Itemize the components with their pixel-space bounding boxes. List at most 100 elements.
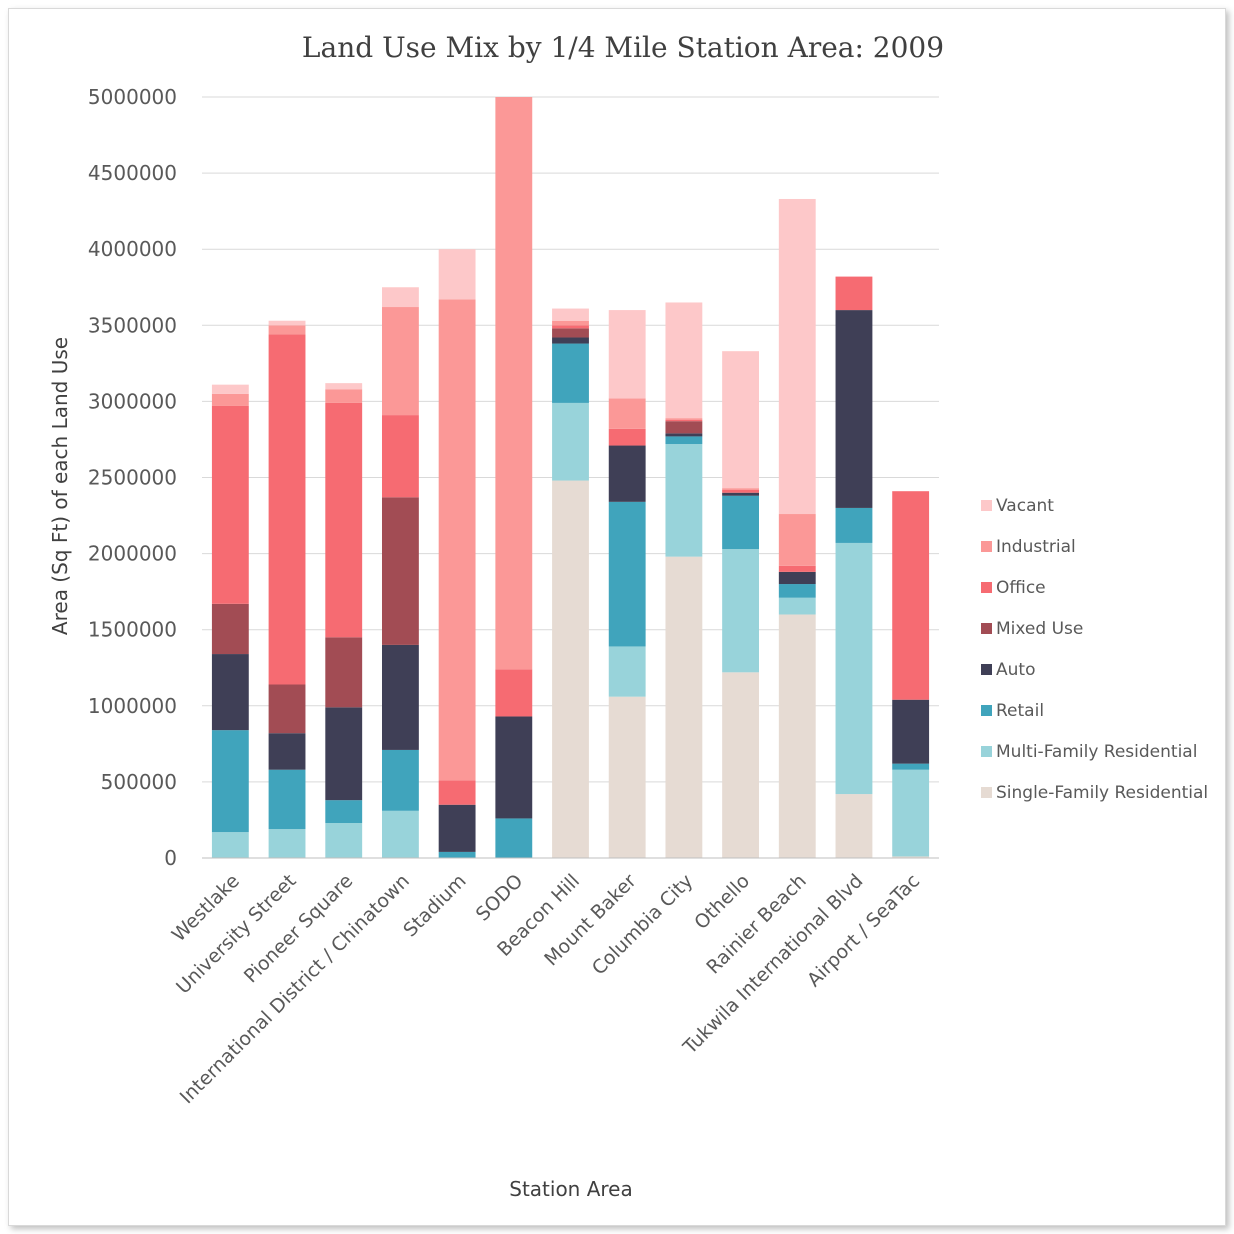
bars <box>211 97 930 858</box>
y-tick-label: 1000000 <box>88 694 177 718</box>
bar-segment <box>211 832 249 858</box>
bar-segment <box>325 383 363 390</box>
bar-segment <box>211 405 249 604</box>
legend-label: Multi-Family Residential <box>996 742 1197 762</box>
bar-segment <box>211 384 249 394</box>
bar-segment <box>665 436 703 445</box>
bar-segment <box>722 492 760 496</box>
bar-segment <box>381 415 419 498</box>
bar-segment <box>778 571 816 585</box>
stacked-bar-chart: Land Use Mix by 1/4 Mile Station Area: 2… <box>48 31 1208 1201</box>
bar-segment <box>552 308 589 321</box>
bar-segment <box>892 699 930 764</box>
bar-segment <box>211 393 249 406</box>
legend-label: Mixed Use <box>996 619 1083 639</box>
legend-swatch <box>981 787 992 798</box>
bar-segment <box>211 603 249 655</box>
bar-segment <box>495 669 533 717</box>
bar-segment <box>835 542 873 795</box>
y-tick-label: 5000000 <box>88 85 177 109</box>
legend: Vacant Industrial Office Mixed Use Auto Retai… <box>981 496 1208 803</box>
bar-segment <box>608 428 646 446</box>
bar-segment <box>552 480 589 858</box>
bar-segment <box>722 549 760 673</box>
bar-segment <box>325 800 363 823</box>
bar-segment <box>665 444 703 557</box>
y-tick-label: 0 <box>164 846 177 870</box>
bar-segment <box>835 794 873 858</box>
bar-segment <box>268 733 306 770</box>
bar-segment <box>552 343 589 403</box>
bar-segment <box>665 419 703 422</box>
legend-label: Office <box>996 578 1046 598</box>
y-tick-label: 3500000 <box>88 313 177 337</box>
bar-segment <box>381 810 419 858</box>
bar-segment <box>778 584 816 598</box>
bar-segment <box>608 501 646 647</box>
bar-segment <box>665 433 703 437</box>
bar-segment <box>325 402 363 638</box>
bar-segment <box>722 488 760 490</box>
bar-segment <box>608 696 646 858</box>
bar-segment <box>892 491 930 700</box>
y-tick-label: 3000000 <box>88 389 177 413</box>
bar-segment <box>381 644 419 750</box>
bar-segment <box>438 804 476 852</box>
bar-segment <box>778 597 816 615</box>
bar-segment <box>892 856 930 858</box>
chart-frame: Land Use Mix by 1/4 Mile Station Area: 2… <box>8 8 1226 1226</box>
bar-segment <box>268 334 306 685</box>
legend-swatch <box>981 582 992 593</box>
legend-label: Retail <box>996 701 1044 721</box>
bar-segment <box>892 769 930 857</box>
y-axis-title: Area (Sq Ft) of each Land Use <box>48 337 72 635</box>
legend-label: Single-Family Residential <box>996 783 1208 803</box>
bar-segment <box>608 445 646 502</box>
bar-segment <box>211 654 249 731</box>
bar-segment <box>495 716 533 819</box>
bar-segment <box>438 851 476 858</box>
bar-segment <box>268 829 306 858</box>
bar-segment <box>325 389 363 403</box>
legend-swatch <box>981 500 992 511</box>
y-tick-label: 500000 <box>101 770 177 794</box>
bar-segment <box>552 320 589 326</box>
chart-title: Land Use Mix by 1/4 Mile Station Area: 2… <box>302 31 944 64</box>
legend-label: Auto <box>996 660 1035 680</box>
x-tick-label: SODO <box>472 870 528 926</box>
bar-segment <box>268 684 306 734</box>
legend-swatch <box>981 746 992 757</box>
legend-swatch <box>981 664 992 675</box>
bar-segment <box>835 507 873 543</box>
bar-segment <box>665 302 703 419</box>
bar-segment <box>722 489 760 493</box>
bar-segment <box>835 310 873 508</box>
bar-segment <box>381 307 419 416</box>
bar-segment <box>552 337 589 344</box>
legend-swatch <box>981 623 992 634</box>
legend-swatch <box>981 541 992 552</box>
bar-segment <box>495 97 533 670</box>
x-axis-title: Station Area <box>509 1177 633 1201</box>
x-tick-label: Stadium <box>399 870 470 941</box>
bar-segment <box>665 556 703 858</box>
bar-segment <box>325 707 363 801</box>
bar-segment <box>722 495 760 550</box>
x-tick-label: Rainier Beach <box>702 870 810 978</box>
bar-segment <box>268 320 306 326</box>
bar-segment <box>268 769 306 830</box>
bar-segment <box>552 328 589 338</box>
y-tick-label: 4000000 <box>88 237 177 261</box>
y-axis-ticks: 0 500000 1000000 1500000 2000000 2500000 30000… <box>88 85 177 870</box>
bar-segment <box>381 497 419 645</box>
bar-segment <box>608 398 646 429</box>
bar-segment <box>892 763 930 770</box>
bar-segment <box>268 325 306 335</box>
y-tick-label: 1500000 <box>88 618 177 642</box>
bar-segment <box>495 818 533 858</box>
bar-segment <box>325 637 363 708</box>
bar-segment <box>438 780 476 805</box>
bar-segment <box>325 822 363 858</box>
bar-segment <box>722 672 760 858</box>
